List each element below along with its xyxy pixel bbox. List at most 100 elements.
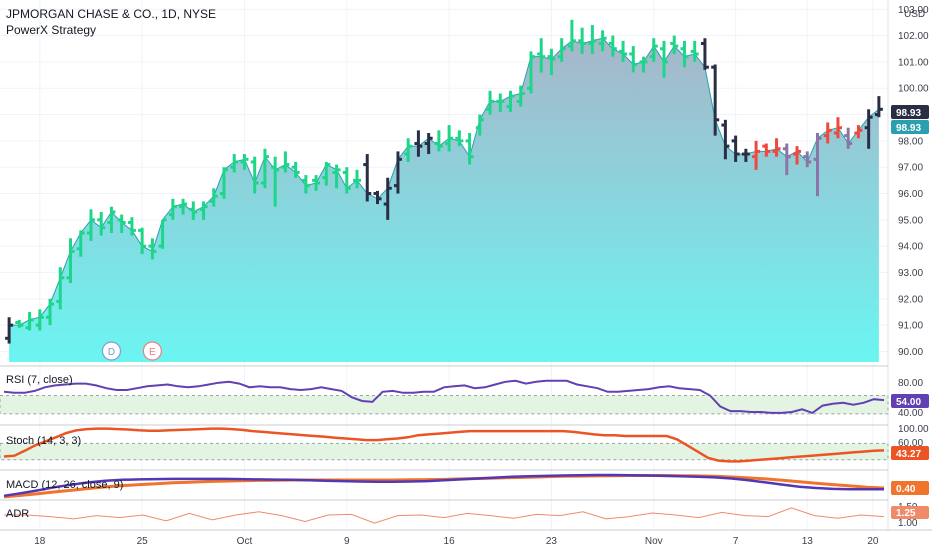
rsi-pane[interactable]: RSI (7, close) 80.00 40.00 54.00: [0, 365, 929, 419]
ohlc-bar: [690, 40, 699, 62]
ohlc-bar: [874, 96, 883, 118]
date-axis[interactable]: 18 25 Oct 9 16 23 Nov 7 13 20: [34, 536, 879, 547]
macd-value-tag: [891, 481, 929, 495]
ohlc-bar: [86, 209, 95, 241]
price-tick-label: 103.00: [898, 5, 929, 16]
ohlc-bar: [793, 146, 802, 165]
price-area-line: [9, 37, 880, 326]
ohlc-bar: [741, 148, 750, 162]
ohlc-bar: [127, 217, 136, 236]
ohlc-bar: [475, 114, 484, 136]
ohlc-bar: [598, 30, 607, 52]
macd-line: [3, 473, 884, 498]
ohlc-bar: [179, 198, 188, 215]
ohlc-bar: [434, 130, 443, 152]
rsi-tick-80: 80.00: [898, 378, 923, 389]
date-tick-label: 18: [34, 536, 46, 547]
macd-pane[interactable]: MACD (12, 26, close, 9) 0.40: [0, 469, 929, 499]
adr-value: 1.25: [896, 508, 916, 519]
adr-value-tag: [891, 506, 929, 519]
adr-tick-100: 1.00: [898, 518, 918, 529]
rsi-value-tag: [891, 394, 929, 408]
ohlc-bar: [537, 38, 546, 73]
event-marker-d[interactable]: D: [101, 341, 122, 361]
close-line-value: 98.93: [896, 123, 921, 134]
ohlc-bar: [486, 90, 495, 115]
date-tick-label: 13: [802, 536, 814, 547]
adr-label: ADR: [6, 508, 29, 520]
ohlc-bar: [373, 190, 382, 205]
price-tick-label: 100.00: [898, 84, 929, 95]
rsi-tick-40: 40.00: [898, 408, 923, 419]
price-tick-label: 93.00: [898, 268, 923, 279]
date-tick-label: 7: [733, 536, 739, 547]
price-bars: [5, 19, 883, 344]
ohlc-bar: [833, 117, 842, 139]
ohlc-bar: [629, 46, 638, 73]
ohlc-bar: [199, 201, 208, 220]
ohlc-bar: [189, 201, 198, 220]
ohlc-bar: [363, 154, 372, 202]
ohlc-bar: [250, 156, 259, 194]
ohlc-bar: [342, 167, 351, 194]
adr-line: [4, 507, 885, 524]
ohlc-bar: [383, 177, 392, 220]
stoch-pane[interactable]: Stoch (14, 3, 3) 100.00 60.00 43.27: [0, 424, 929, 463]
ohlc-bar: [547, 48, 556, 76]
ohlc-bar: [649, 38, 658, 62]
ohlc-bar: [578, 27, 587, 55]
ohlc-bar: [66, 238, 75, 284]
ohlc-bar: [711, 64, 720, 136]
symbol-title: JPMORGAN CHASE & CO., 1D, NYSE: [6, 7, 216, 21]
ohlc-bar: [731, 135, 740, 162]
ohlc-bar: [721, 119, 730, 160]
ohlc-bar: [526, 51, 535, 94]
date-tick-label: Oct: [237, 536, 253, 547]
ohlc-bar: [823, 122, 832, 144]
ohlc-bar: [322, 161, 331, 186]
ohlc-bar: [46, 298, 55, 326]
ohlc-bar: [864, 109, 873, 149]
ohlc-bar: [209, 188, 218, 207]
event-marker-e[interactable]: E: [142, 341, 162, 361]
ohlc-bar: [772, 138, 781, 157]
ohlc-bar: [271, 156, 280, 207]
stoch-tick-100: 100.00: [898, 424, 929, 435]
price-axis-bg: [888, 0, 932, 530]
ohlc-bar: [260, 148, 269, 189]
macd-value: 0.40: [896, 484, 916, 495]
ohlc-bar: [762, 143, 771, 157]
ohlc-bar: [5, 317, 14, 344]
ohlc-bar: [158, 218, 167, 249]
ohlc-bar: [506, 90, 515, 112]
ohlc-bar: [291, 161, 300, 178]
macd-label: MACD (12, 26, close, 9): [6, 479, 123, 491]
ohlc-bar: [803, 151, 812, 168]
ohlc-bar: [107, 206, 116, 234]
rsi-value: 54.00: [896, 397, 921, 408]
ohlc-bar: [97, 211, 106, 236]
ohlc-bar: [240, 154, 249, 170]
price-tick-label: 90.00: [898, 347, 923, 358]
ohlc-bar: [220, 167, 228, 199]
ohlc-bar: [56, 267, 65, 310]
ohlc-bar: [353, 169, 362, 189]
price-tick-label: 95.00: [898, 215, 923, 226]
ohlc-bar: [404, 138, 413, 162]
ohlc-bar: [670, 35, 679, 55]
adr-pane[interactable]: ADR 1.50 1.00 1.25: [0, 499, 929, 529]
ohlc-bar: [281, 151, 290, 173]
close-line-tag: [891, 120, 929, 134]
svg-text:D: D: [108, 347, 115, 358]
date-tick-label: Nov: [645, 536, 663, 547]
ohlc-bar: [608, 35, 617, 57]
ohlc-bar: [496, 93, 505, 112]
rsi-line: [3, 379, 885, 415]
last-price-value: 98.93: [896, 108, 921, 119]
stoch-value-tag: [891, 446, 929, 460]
last-price-tag: [891, 105, 929, 119]
ohlc-bar: [567, 19, 576, 52]
svg-text:E: E: [149, 347, 156, 358]
